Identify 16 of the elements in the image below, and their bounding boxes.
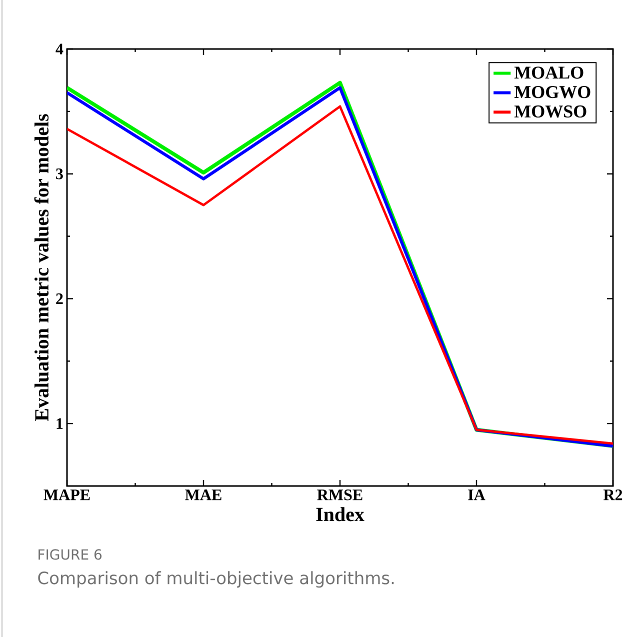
legend-label: MOGWO bbox=[514, 86, 590, 98]
y-tick-label: 4 bbox=[56, 44, 64, 54]
x-tick-label: RMSE bbox=[317, 490, 362, 500]
x-tick-label: MAE bbox=[185, 490, 222, 500]
text: Comparison of multi-objective algorithms. bbox=[38, 571, 394, 588]
legend-label: MOWSO bbox=[514, 105, 586, 118]
legend-label: MOALO bbox=[514, 66, 584, 79]
x-tick-label: R2 bbox=[603, 490, 622, 500]
caption: FIGURE 6 bbox=[38, 549, 102, 560]
x-axis-title: Index bbox=[316, 507, 364, 522]
x-tick-label: IA bbox=[468, 490, 486, 500]
y-axis-title: Evaluation metric values for models bbox=[34, 114, 49, 422]
x-tick-label: MAPE bbox=[44, 490, 90, 500]
y-tick-label: 1 bbox=[56, 418, 63, 429]
y-tick-label: 3 bbox=[56, 168, 63, 180]
y-tick-label: 2 bbox=[56, 293, 63, 304]
